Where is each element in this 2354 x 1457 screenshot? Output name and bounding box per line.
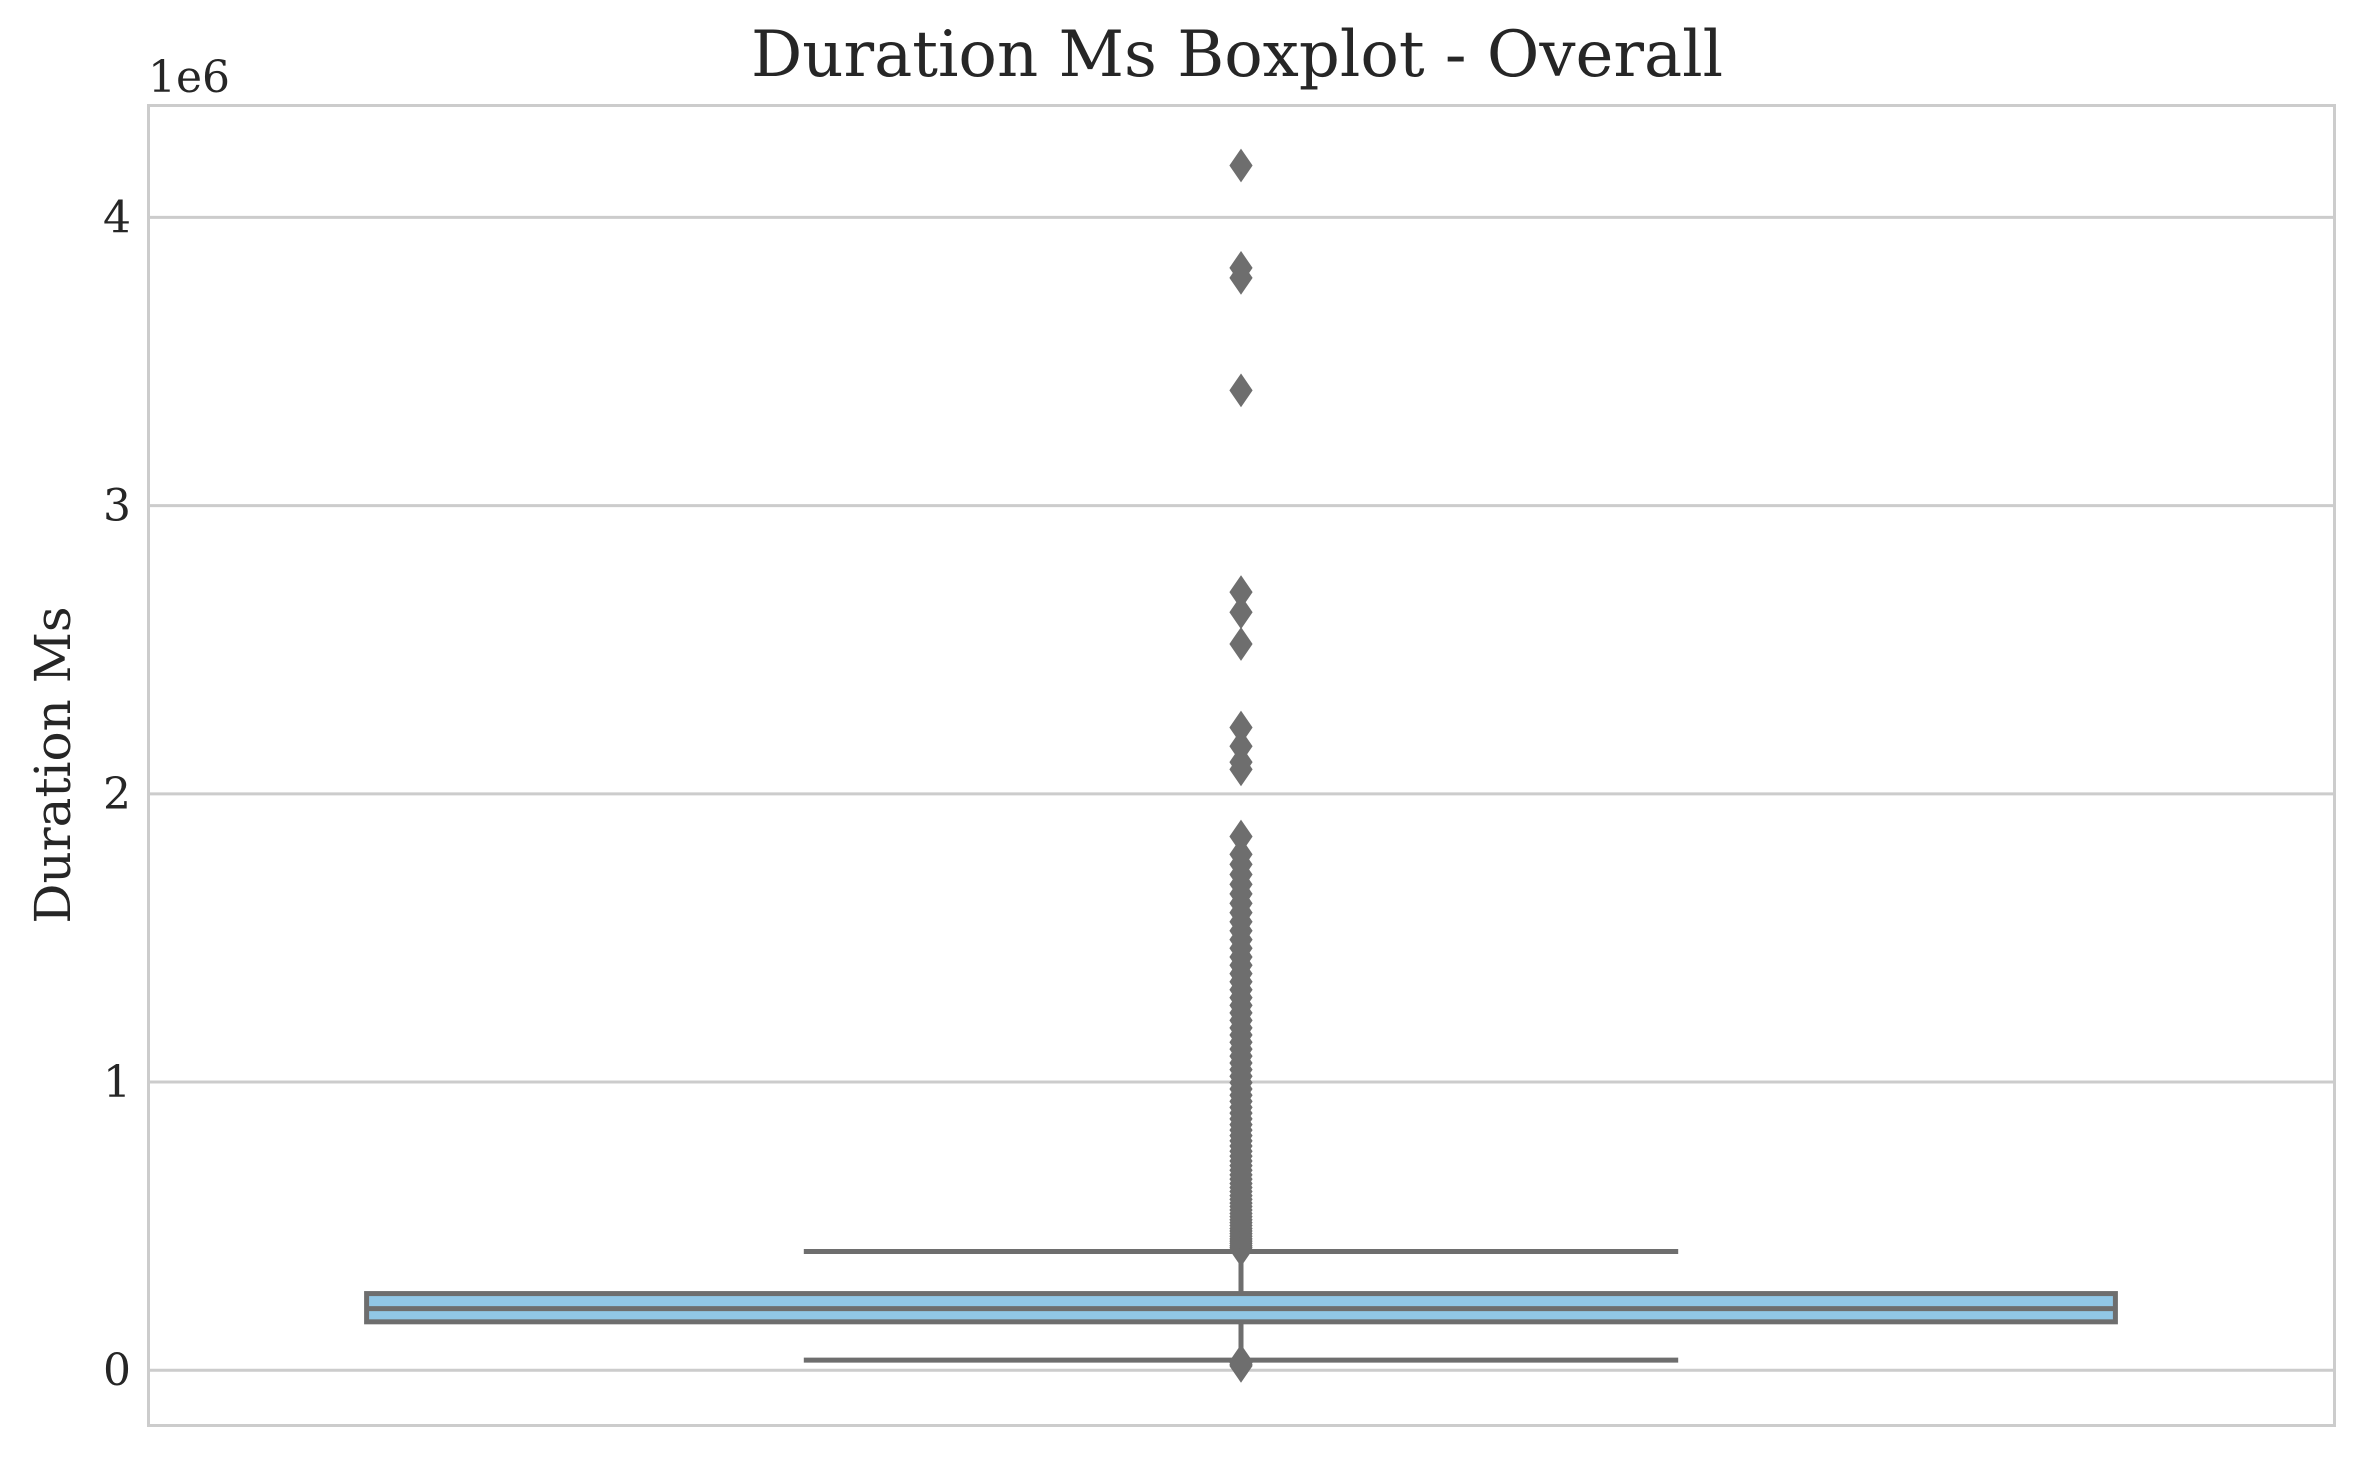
y-tick-label: 0 (103, 1345, 131, 1396)
y-tick-label: 1 (103, 1057, 131, 1108)
y-axis-offset-label: 1e6 (148, 52, 230, 103)
plot-frame (147, 104, 2336, 1427)
outlier-point (1229, 729, 1253, 764)
y-tick-label: 2 (103, 769, 131, 820)
box-plot (364, 148, 2118, 1383)
outlier-point (1229, 595, 1253, 630)
grid-lines (148, 215, 2334, 1372)
outlier-point (1229, 373, 1253, 408)
outlier-point (1229, 710, 1253, 745)
outlier-point (1229, 148, 1253, 183)
y-tick-label: 4 (103, 192, 131, 243)
outlier-point (1229, 627, 1253, 661)
y-tick-labels: 0 1 2 3 4 (103, 192, 131, 1396)
outlier-point (1229, 250, 1253, 285)
y-tick-label: 3 (103, 481, 131, 532)
outlier-point (1229, 1344, 1253, 1379)
y-axis-label: Duration Ms (24, 606, 82, 923)
outlier-point (1229, 837, 1253, 872)
outlier-point (1229, 575, 1253, 609)
outlier-point (1229, 819, 1253, 854)
chart-title: Duration Ms Boxplot - Overall (751, 18, 1723, 92)
